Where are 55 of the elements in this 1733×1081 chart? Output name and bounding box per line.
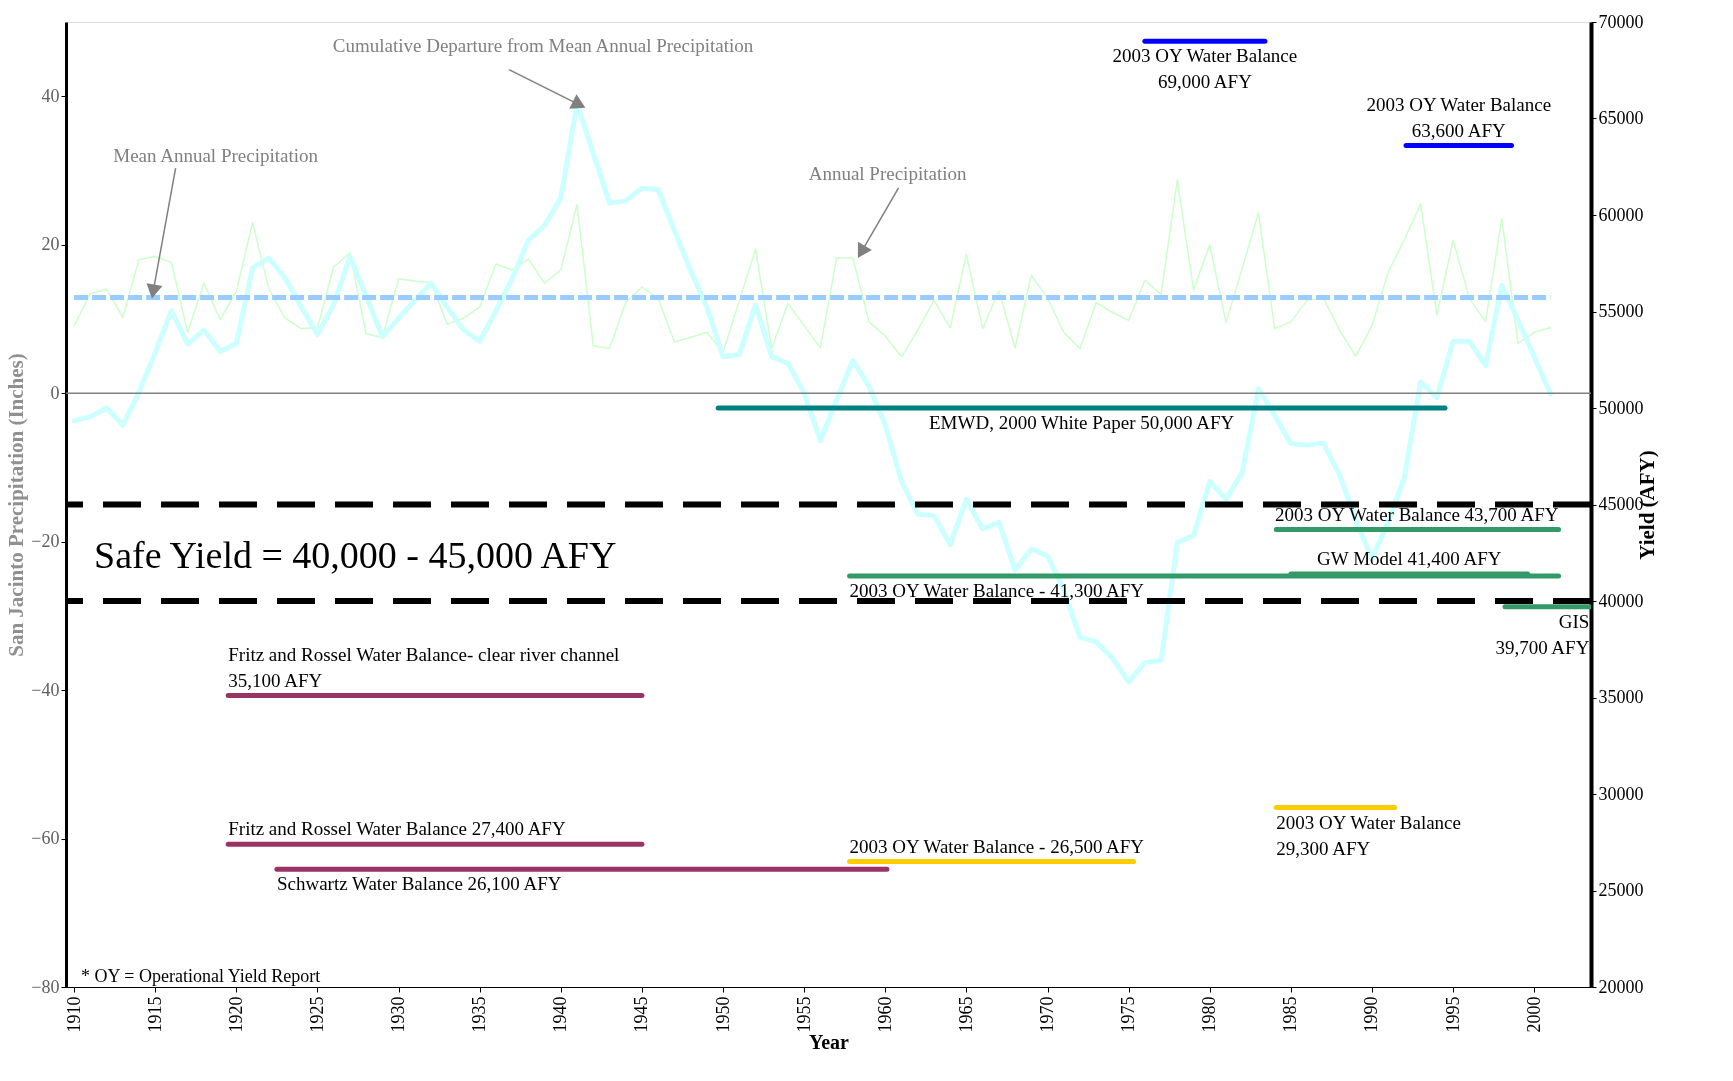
y2-tick-label: 70000: [1598, 11, 1644, 32]
x-tick-label: 1950: [712, 996, 733, 1033]
y2-tick-label: 35000: [1598, 687, 1644, 707]
annotation: Annual Precipitation: [808, 162, 967, 184]
x-tick-label: 1985: [1280, 996, 1301, 1033]
annotation: Mean Annual Precipitation: [113, 145, 319, 167]
annotation: * OY = Operational Yield Report: [81, 966, 321, 986]
series-label: GW Model 41,400 AFY: [1317, 547, 1502, 569]
y-tick-label: −20: [31, 531, 60, 552]
x-tick-label: 1995: [1442, 996, 1463, 1033]
y-tick-label: −60: [31, 828, 60, 849]
y-tick-label: 40: [41, 85, 60, 106]
annotation: Safe Yield = 40,000 - 45,000 AFY: [94, 534, 617, 576]
x-tick-label: 1925: [306, 996, 327, 1033]
y2-tick-label: 30000: [1598, 783, 1644, 804]
y-tick-label: −80: [31, 976, 60, 997]
y2-tick-label: 50000: [1598, 397, 1644, 418]
y2-tick-label: 55000: [1598, 301, 1644, 321]
x-tick-label: 1970: [1037, 996, 1058, 1033]
x-tick-label: 1965: [955, 996, 976, 1033]
series-label: 2003 OY Water Balance - 41,300 AFY: [849, 579, 1145, 601]
series-label: 2003 OY Water Balance 29,300 AFY: [1276, 811, 1461, 859]
y-axis-title: San Jacinto Precipitation (Inches): [4, 353, 29, 657]
x-tick-label: 1955: [793, 996, 814, 1033]
x-tick-label: 1935: [469, 996, 490, 1033]
x-tick-label: 1915: [144, 996, 165, 1033]
series-label: 2003 OY Water Balance 43,700 AFY: [1275, 503, 1559, 525]
y-tick-label: −40: [31, 679, 60, 700]
x-tick-label: 2000: [1523, 996, 1544, 1033]
y2-tick-label: 60000: [1598, 204, 1644, 225]
y-tick-label: 20: [41, 234, 60, 255]
series-label: Fritz and Rossel Water Balance 27,400 AFY: [228, 818, 566, 840]
series-label: Fritz and Rossel Water Balance- clear river channel 35,100 AFY: [228, 643, 620, 691]
y2-tick-label: 40000: [1598, 590, 1644, 611]
x-tick-label: 1910: [63, 996, 84, 1033]
x-tick-label: 1930: [388, 996, 409, 1033]
x-tick-label: 1945: [631, 996, 652, 1033]
x-tick-label: 1980: [1199, 996, 1220, 1033]
y2-tick-label: 25000: [1598, 880, 1644, 900]
x-tick-label: 1975: [1118, 996, 1139, 1033]
series-label: GIS 39,700 AFY: [1495, 610, 1590, 658]
y-tick-label: 0: [50, 382, 60, 403]
x-tick-label: 1990: [1361, 996, 1382, 1033]
x-tick-label: 1940: [550, 996, 571, 1033]
y2-tick-label: 65000: [1598, 108, 1644, 128]
series-label: 2003 OY Water Balance 69,000 AFY: [1112, 45, 1298, 93]
annotation: Cumulative Departure from Mean Annual Precipitation: [332, 34, 754, 56]
x-axis-title: Year: [809, 1030, 850, 1053]
series-label: EMWD, 2000 White Paper 50,000 AFY: [928, 412, 1235, 433]
series-label: 2003 OY Water Balance 63,600 AFY: [1366, 93, 1552, 141]
x-tick-label: 1960: [874, 996, 895, 1033]
series-label: 2003 OY Water Balance - 26,500 AFY: [849, 835, 1145, 857]
series-label: Schwartz Water Balance 26,100 AFY: [276, 873, 562, 895]
y2-tick-label: 20000: [1598, 976, 1644, 997]
x-tick-label: 1920: [225, 996, 246, 1033]
